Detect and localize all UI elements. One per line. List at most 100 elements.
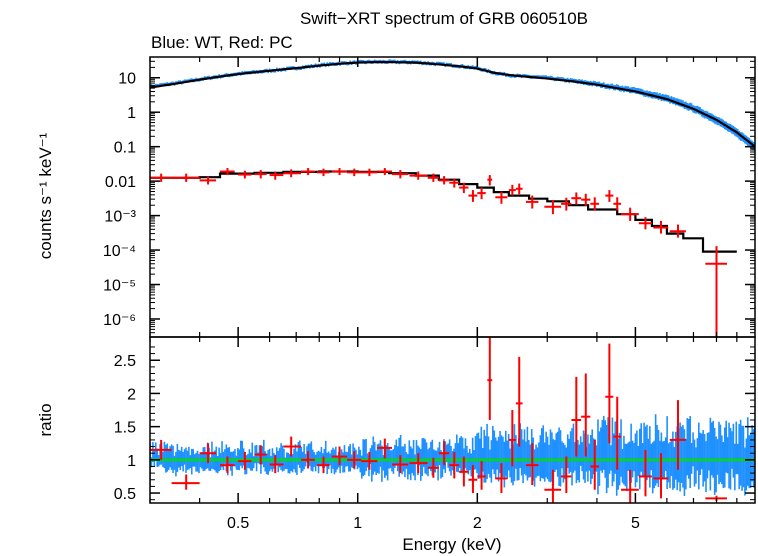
pc-data-point xyxy=(459,182,469,194)
wt-ratio-series xyxy=(150,414,755,497)
pc-data-point xyxy=(317,168,330,177)
spectrum-panel: 10 1 0.1 0.01 10⁻³ 10⁻⁴ 10⁻⁵ 10⁻⁶ xyxy=(103,56,756,338)
chart-subtitle: Blue: WT, Red: PC xyxy=(151,33,293,52)
y-axis-label-ratio: ratio xyxy=(36,403,55,436)
pc-data-point xyxy=(468,190,478,202)
y-tick-label: 1.5 xyxy=(114,420,136,437)
chart-title: Swift−XRT spectrum of GRB 060510B xyxy=(300,9,588,28)
y-tick-label: 1 xyxy=(127,453,136,470)
pc-ratio-point xyxy=(477,461,486,490)
pc-data-point xyxy=(301,168,315,176)
pc-data-point xyxy=(605,190,614,202)
y-tick-label: 10⁻³ xyxy=(104,209,136,226)
pc-data-point xyxy=(581,193,591,206)
pc-ratio-point xyxy=(150,439,172,460)
y-tick-label: 0.01 xyxy=(105,174,136,191)
pc-ratio-point xyxy=(427,457,439,478)
pc-data-point xyxy=(638,217,652,230)
pc-data-point xyxy=(477,187,486,200)
pc-data-point xyxy=(525,195,539,209)
pc-ratio-series xyxy=(150,337,727,503)
pc-ratio-point xyxy=(331,446,348,466)
pc-data-point xyxy=(590,197,600,211)
pc-data-point xyxy=(508,184,516,196)
pc-ratio-point xyxy=(508,410,516,467)
pc-ratio-point xyxy=(171,474,200,490)
pc-data-series xyxy=(150,168,727,337)
y-tick-label: 10⁻⁶ xyxy=(103,312,136,329)
y-tick-label: 1 xyxy=(127,105,136,122)
pc-ratio-point xyxy=(653,453,669,499)
pc-data-point xyxy=(269,171,284,180)
pc-ratio-point xyxy=(561,456,572,494)
pc-data-point xyxy=(219,168,235,176)
pc-ratio-point xyxy=(449,451,460,479)
pc-ratio-point xyxy=(377,438,393,459)
x-tick-label: 2 xyxy=(473,515,482,532)
pc-data-point xyxy=(238,170,252,179)
x-tick-label: 0.5 xyxy=(227,515,249,532)
pc-data-point xyxy=(653,220,669,234)
pc-ratio-point xyxy=(392,455,409,474)
x-tick-label: 1 xyxy=(353,515,362,532)
pc-ratio-point xyxy=(199,443,217,464)
x-tick-label: 5 xyxy=(631,515,640,532)
pc-data-point xyxy=(613,197,622,211)
pc-ratio-point xyxy=(544,469,562,503)
pc-ratio-point xyxy=(459,456,469,487)
pc-ratio-point xyxy=(525,443,539,486)
y-axis-label-spectrum: counts s⁻¹ keV⁻¹ xyxy=(36,132,55,259)
pc-data-point xyxy=(392,170,409,179)
pc-ratio-point xyxy=(301,451,315,469)
pc-ratio-point xyxy=(468,465,478,494)
pc-data-point xyxy=(283,169,302,178)
pc-data-point xyxy=(377,168,393,176)
pc-ratio-point xyxy=(515,356,523,447)
pc-data-point xyxy=(171,173,200,182)
pc-data-point xyxy=(347,168,362,177)
pc-ratio-point xyxy=(238,451,252,470)
pc-data-point xyxy=(254,170,267,179)
pc-ratio-point xyxy=(219,456,235,474)
pc-data-point xyxy=(705,246,727,337)
pc-ratio-point xyxy=(487,337,493,420)
pc-ratio-point xyxy=(605,343,614,444)
y-tick-label: 10⁻⁵ xyxy=(103,278,136,295)
pc-data-point xyxy=(621,207,639,221)
x-axis-label: Energy (keV) xyxy=(402,535,501,554)
pc-ratio-point xyxy=(317,456,330,474)
y-tick-label: 0.1 xyxy=(114,140,136,157)
pc-data-point xyxy=(487,175,493,186)
y-tick-label: 2 xyxy=(127,386,136,403)
pc-ratio-point xyxy=(269,455,284,474)
pc-ratio-point xyxy=(669,400,686,470)
pc-ratio-point xyxy=(571,376,582,457)
pc-data-point xyxy=(515,183,523,195)
y-tick-label: 10⁻⁴ xyxy=(103,243,136,260)
y-tick-label: 2.5 xyxy=(114,353,136,370)
pc-ratio-point xyxy=(409,453,428,474)
pc-data-point xyxy=(427,173,439,182)
pc-ratio-point xyxy=(347,451,362,469)
pc-data-point xyxy=(331,168,348,176)
pc-ratio-point xyxy=(638,449,652,497)
pc-ratio-point xyxy=(621,469,639,503)
ratio-panel: 0.5 1 2 5 0.5 1 1.5 2 2.5 xyxy=(114,336,756,532)
pc-data-point xyxy=(199,176,217,185)
pc-ratio-point xyxy=(590,439,600,490)
pc-data-point xyxy=(571,192,582,205)
y-tick-label: 10 xyxy=(118,71,136,88)
pc-ratio-point xyxy=(361,451,378,470)
pc-ratio-point xyxy=(581,373,591,457)
pc-data-point xyxy=(409,171,428,180)
pc-ratio-point xyxy=(283,436,302,457)
pc-ratio-point xyxy=(495,463,508,494)
pc-data-point xyxy=(561,197,572,211)
pc-ratio-point xyxy=(438,441,450,466)
pc-data-point xyxy=(544,200,562,215)
pc-data-point xyxy=(449,178,460,188)
pc-data-point xyxy=(495,191,508,204)
pc-ratio-point xyxy=(613,396,622,470)
wt-model-line xyxy=(150,61,755,148)
